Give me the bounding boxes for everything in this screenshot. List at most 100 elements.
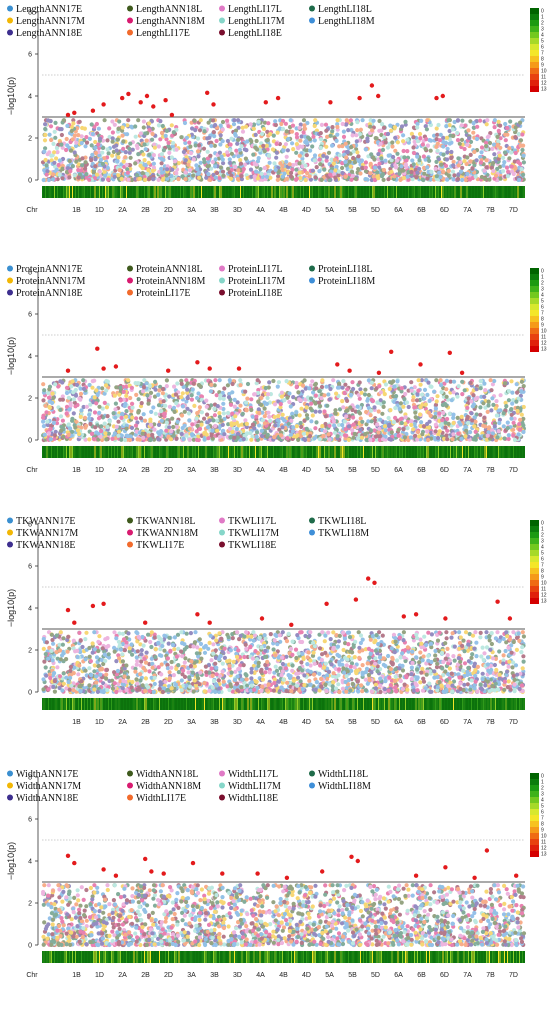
snp-point — [460, 166, 464, 170]
snp-point — [322, 168, 326, 172]
y-axis-label: −log10(p) — [6, 77, 16, 115]
snp-point — [80, 156, 84, 160]
snp-point — [64, 148, 68, 152]
snp-point — [444, 164, 448, 168]
snp-point — [193, 119, 197, 123]
snp-point — [318, 410, 322, 414]
snp-point — [97, 127, 101, 131]
snp-point — [175, 148, 179, 152]
density-strip-bin — [303, 186, 304, 198]
legend-entry-label: LengthANN17M — [16, 16, 85, 27]
snp-point — [249, 438, 253, 442]
snp-point — [435, 399, 439, 403]
density-strip-bin — [395, 186, 396, 198]
density-strip-bin — [297, 186, 298, 198]
snp-point — [266, 411, 270, 415]
density-strip-bin — [329, 186, 330, 198]
density-strip-bin — [335, 186, 336, 198]
density-strip-bin — [396, 186, 397, 198]
density-strip-bin — [153, 186, 154, 198]
snp-point — [326, 432, 330, 436]
snp-point — [99, 429, 103, 433]
snp-point — [451, 134, 455, 138]
snp-point — [332, 423, 336, 427]
snp-point — [242, 167, 246, 171]
density-strip-bin — [222, 186, 223, 198]
snp-point — [363, 392, 367, 396]
snp-point — [186, 163, 190, 167]
snp-point — [409, 380, 413, 384]
snp-point — [202, 160, 206, 164]
snp-point — [257, 411, 261, 415]
snp-point — [341, 122, 345, 126]
snp-point — [436, 149, 440, 153]
snp-point — [458, 142, 462, 146]
snp-point — [221, 139, 225, 143]
snp-point — [102, 170, 106, 174]
snp-point — [206, 150, 210, 154]
snp-point — [467, 136, 471, 140]
snp-point — [41, 420, 45, 424]
snp-point — [370, 419, 374, 423]
snp-point — [233, 398, 237, 402]
snp-point — [514, 151, 518, 155]
density-strip-bin — [341, 186, 342, 198]
density-strip-bin — [92, 186, 93, 198]
snp-point — [494, 406, 498, 410]
density-strip-bin — [272, 186, 273, 198]
density-strip-bin — [347, 186, 348, 198]
snp-point — [418, 405, 422, 409]
snp-point — [444, 421, 448, 425]
density-strip-bin — [116, 186, 117, 198]
density-strip-bin — [146, 186, 147, 198]
snp-point — [351, 387, 355, 391]
snp-point — [483, 424, 487, 428]
density-strip-bin — [437, 186, 438, 198]
density-strip-bin — [410, 186, 411, 198]
snp-point — [417, 158, 421, 162]
density-strip-bin — [330, 186, 331, 198]
snp-point — [273, 402, 277, 406]
snp-point — [429, 170, 433, 174]
snp-point — [239, 174, 243, 178]
snp-point — [282, 398, 286, 402]
snp-point — [475, 137, 479, 141]
y-tick-label: 0 — [28, 178, 32, 185]
snp-point — [251, 415, 255, 419]
snp-point — [77, 432, 81, 436]
snp-point — [199, 118, 203, 122]
density-strip-bin — [494, 186, 495, 198]
snp-point — [281, 149, 285, 153]
snp-point — [162, 148, 166, 152]
snp-point — [402, 155, 406, 159]
snp-point — [157, 388, 161, 392]
density-strip-bin — [311, 186, 312, 198]
density-strip-bin — [243, 186, 244, 198]
snp-point — [114, 385, 118, 389]
snp-point — [222, 397, 226, 401]
snp-point — [51, 172, 55, 176]
snp-point — [83, 416, 87, 420]
snp-point — [98, 170, 102, 174]
density-strip-bin — [284, 186, 285, 198]
snp-point — [471, 131, 475, 135]
snp-point — [347, 438, 351, 442]
snp-point — [511, 421, 515, 425]
snp-point — [378, 418, 382, 422]
snp-point — [196, 149, 200, 153]
snp-point — [491, 403, 495, 407]
density-strip-bin — [507, 186, 508, 198]
snp-point — [421, 177, 425, 181]
snp-point — [117, 430, 121, 434]
snp-point — [441, 144, 445, 148]
snp-point — [157, 123, 161, 127]
snp-point — [256, 378, 260, 382]
snp-point — [400, 421, 404, 425]
snp-point — [411, 145, 415, 149]
density-strip-bin — [95, 186, 96, 198]
snp-point — [146, 402, 150, 406]
snp-point — [324, 385, 328, 389]
density-strip-bin — [216, 186, 217, 198]
density-strip-bin — [521, 186, 522, 198]
snp-point — [128, 396, 132, 400]
